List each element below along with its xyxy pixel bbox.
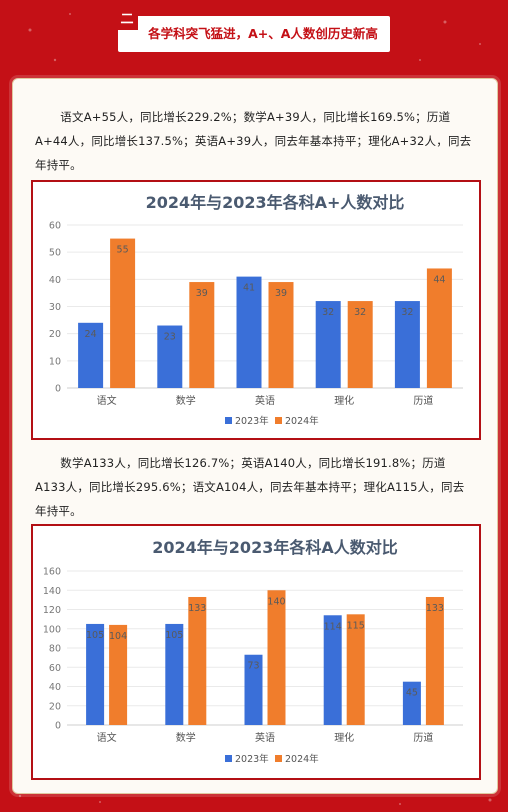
bar-2023 bbox=[236, 276, 262, 388]
data-label: 140 bbox=[267, 596, 285, 607]
y-tick-label: 0 bbox=[55, 384, 61, 395]
data-label: 133 bbox=[426, 603, 444, 614]
section-header: 二 各学科突飞猛进，A+、A人数创历史新高 bbox=[116, 10, 390, 52]
bar-2024 bbox=[426, 268, 452, 388]
bar-2024 bbox=[267, 590, 286, 725]
bar-2023 bbox=[86, 623, 105, 725]
data-label: 23 bbox=[164, 332, 176, 343]
chart-a-svg: 2024年与2023年各科A人数对比 0 20 40 60 80 100 120 140 160 1… bbox=[43, 538, 463, 765]
chart-title: 2024年与2023年各科A+人数对比 bbox=[146, 193, 405, 212]
y-tick-label: 100 bbox=[43, 624, 61, 635]
y-tick-label: 20 bbox=[49, 329, 61, 340]
data-label: 133 bbox=[188, 603, 206, 614]
chart-a-plus: 2024年与2023年各科A+人数对比 0 10 20 30 40 50 60 24 55 语文 23… bbox=[31, 180, 481, 440]
data-label: 73 bbox=[247, 661, 259, 672]
bar-2024 bbox=[268, 282, 294, 388]
data-label: 105 bbox=[86, 630, 104, 641]
y-tick-label: 50 bbox=[49, 248, 61, 259]
paragraph-a-plus: 语文A+55人，同比增长229.2%；数学A+39人，同比增长169.5%；历道… bbox=[35, 110, 472, 172]
bar-2024 bbox=[188, 596, 207, 725]
bar-2023 bbox=[323, 615, 342, 725]
data-label: 24 bbox=[85, 329, 97, 340]
data-label: 32 bbox=[322, 307, 334, 318]
bar-2024 bbox=[189, 282, 215, 388]
category-label: 语文 bbox=[97, 394, 117, 407]
chart-title: 2024年与2023年各科A人数对比 bbox=[152, 538, 397, 557]
bar-2024 bbox=[110, 238, 136, 388]
legend-label-2023: 2023年 bbox=[235, 415, 269, 427]
bar-2024 bbox=[347, 301, 373, 388]
data-label: 115 bbox=[347, 620, 365, 631]
data-label: 39 bbox=[275, 288, 287, 299]
data-label: 114 bbox=[324, 621, 342, 632]
legend-label-2024: 2024年 bbox=[285, 415, 319, 427]
data-label: 44 bbox=[433, 274, 445, 285]
paragraph-a: 数学A133人，同比增长126.7%；英语A140人，同比增长191.8%；历道… bbox=[35, 456, 465, 518]
category-label: 理化 bbox=[334, 731, 354, 744]
y-tick-label: 140 bbox=[43, 586, 61, 597]
data-label: 32 bbox=[354, 307, 366, 318]
legend-label-2024: 2024年 bbox=[285, 753, 319, 765]
y-tick-label: 160 bbox=[43, 567, 61, 578]
y-tick-label: 40 bbox=[49, 682, 61, 693]
data-label: 32 bbox=[401, 307, 413, 318]
data-label: 55 bbox=[117, 245, 129, 256]
category-label: 数学 bbox=[176, 394, 196, 407]
legend-swatch-2023 bbox=[225, 417, 232, 424]
bar-2023 bbox=[402, 681, 421, 725]
bar-2023 bbox=[244, 654, 263, 725]
category-label: 英语 bbox=[255, 731, 275, 744]
category-label: 英语 bbox=[255, 394, 275, 407]
category-label: 数学 bbox=[176, 731, 196, 744]
y-tick-label: 30 bbox=[49, 302, 61, 313]
data-label: 105 bbox=[165, 630, 183, 641]
data-label: 41 bbox=[243, 283, 255, 294]
section-title: 各学科突飞猛进，A+、A人数创历史新高 bbox=[148, 26, 378, 41]
data-label: 104 bbox=[109, 631, 127, 642]
bar-2023 bbox=[394, 301, 420, 388]
y-tick-label: 20 bbox=[49, 701, 61, 712]
y-tick-label: 10 bbox=[49, 356, 61, 367]
bar-2023 bbox=[315, 301, 341, 388]
data-label: 39 bbox=[196, 288, 208, 299]
category-label: 历道 bbox=[413, 394, 433, 407]
content-card: 语文A+55人，同比增长229.2%；数学A+39人，同比增长169.5%；历道… bbox=[12, 78, 498, 794]
section-number: 二 bbox=[116, 10, 138, 30]
bar-2023 bbox=[165, 623, 184, 725]
category-label: 理化 bbox=[334, 394, 354, 407]
bar-2024 bbox=[346, 614, 365, 725]
bar-2023 bbox=[157, 325, 183, 388]
bar-2024 bbox=[425, 596, 444, 725]
y-tick-label: 60 bbox=[49, 221, 61, 232]
y-tick-label: 40 bbox=[49, 275, 61, 286]
category-label: 历道 bbox=[413, 731, 433, 744]
bar-2024 bbox=[109, 624, 128, 725]
chart-a: 2024年与2023年各科A人数对比 0 20 40 60 80 100 120 140 160 1… bbox=[31, 524, 481, 780]
legend-swatch-2024 bbox=[275, 417, 282, 424]
chart-a-plus-svg: 2024年与2023年各科A+人数对比 0 10 20 30 40 50 60 24 55 语文 23… bbox=[49, 193, 463, 427]
legend-swatch-2024 bbox=[275, 755, 282, 762]
y-tick-label: 0 bbox=[55, 721, 61, 732]
y-tick-label: 120 bbox=[43, 605, 61, 616]
category-label: 语文 bbox=[97, 731, 117, 744]
bar-2023 bbox=[78, 322, 104, 388]
legend-swatch-2023 bbox=[225, 755, 232, 762]
data-label: 45 bbox=[406, 688, 418, 699]
y-tick-label: 60 bbox=[49, 663, 61, 674]
y-tick-label: 80 bbox=[49, 644, 61, 655]
legend-label-2023: 2023年 bbox=[235, 753, 269, 765]
